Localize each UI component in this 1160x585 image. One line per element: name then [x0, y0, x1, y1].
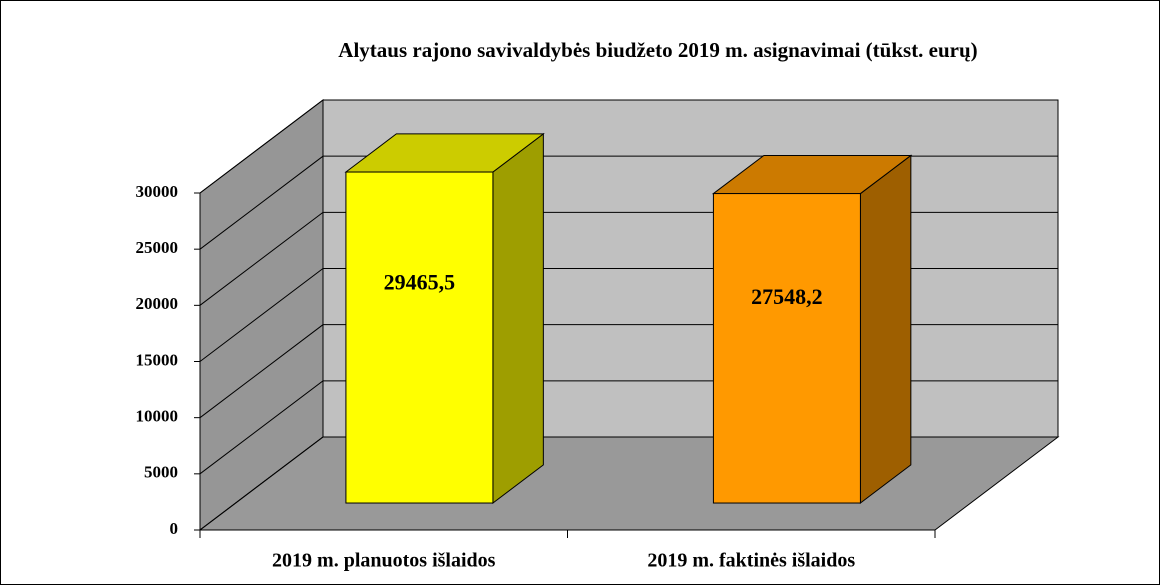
y-tick-label: 5000 — [144, 463, 178, 482]
floor — [198, 436, 1060, 531]
y-tick-label: 25000 — [136, 238, 179, 257]
x-tick-label: 2019 m. planuotos išlaidos — [272, 550, 496, 572]
y-tick-label: 0 — [170, 519, 179, 538]
bar-side — [859, 154, 912, 505]
y-tick-label: 15000 — [136, 350, 179, 369]
y-tick-label: 10000 — [136, 407, 179, 426]
chart-title: Alytaus rajono savivaldybės biudžeto 201… — [338, 38, 977, 62]
y-tick-label: 20000 — [136, 294, 179, 313]
bar — [345, 171, 494, 504]
x-tick-label: 2019 m. faktinės išlaidos — [647, 550, 855, 572]
grid-line — [199, 99, 1058, 194]
y-tick-label: 30000 — [136, 182, 179, 201]
bar-side — [492, 132, 544, 505]
bar — [712, 193, 861, 504]
data-label: 27548,2 — [751, 284, 823, 309]
data-label: 29465,5 — [384, 270, 456, 295]
